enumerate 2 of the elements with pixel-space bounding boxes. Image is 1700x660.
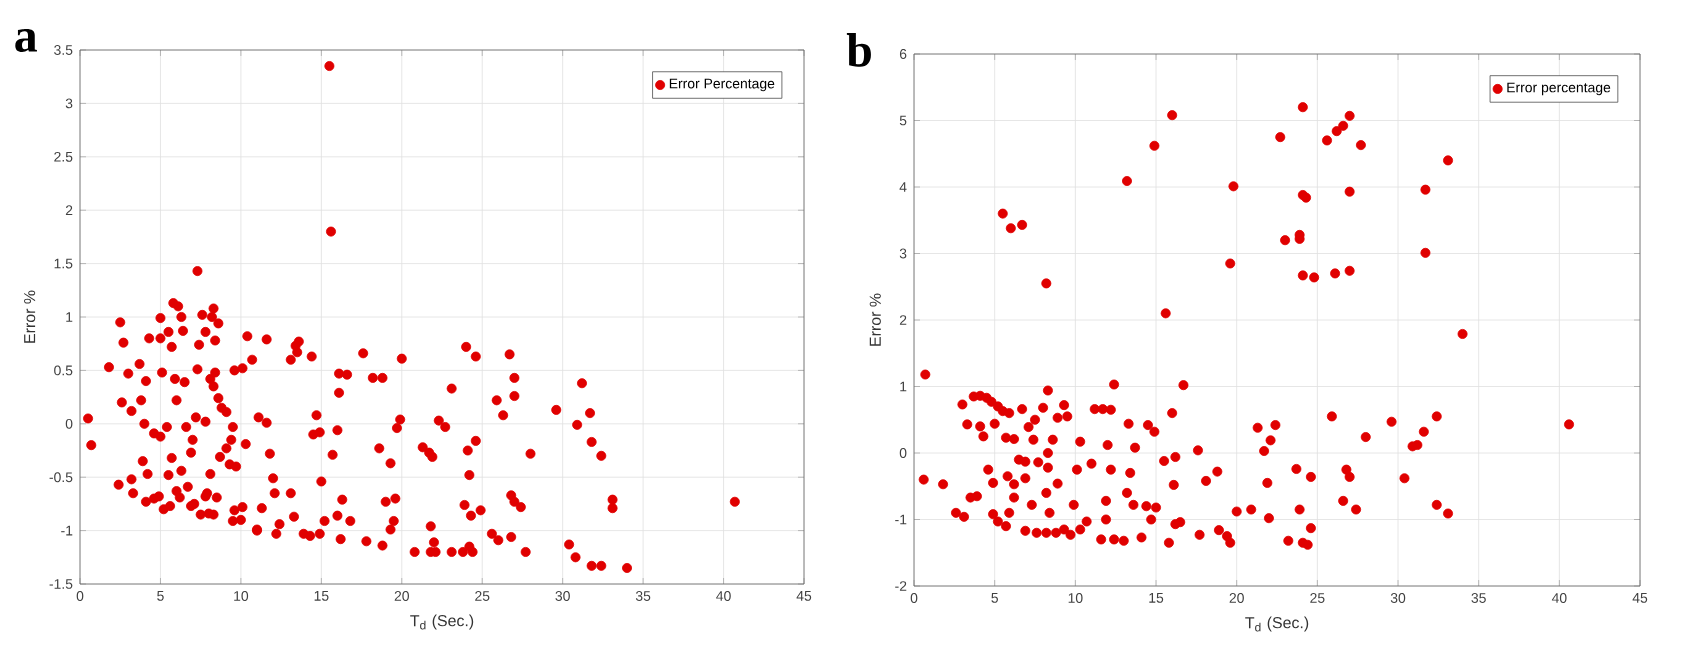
chart-title: a: [15, 29, 37, 52]
chart-title: b: [846, 33, 871, 67]
